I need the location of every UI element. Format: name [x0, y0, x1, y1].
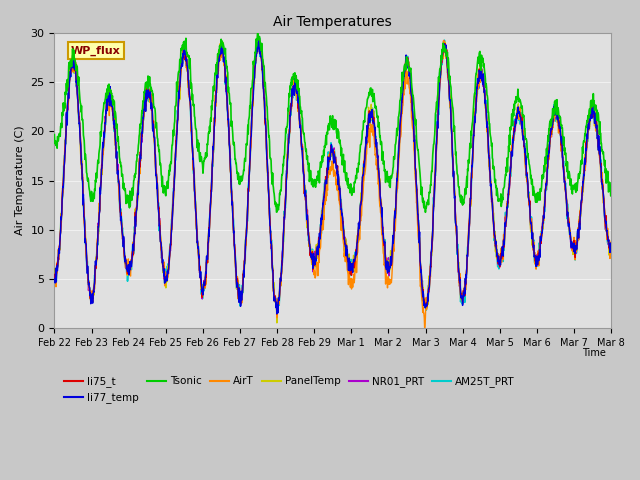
PanelTemp: [440, 38, 447, 44]
Line: PanelTemp: PanelTemp: [54, 41, 611, 323]
li75_t: [237, 300, 244, 306]
Tsonic: [493, 192, 500, 198]
NR01_PRT: [542, 184, 550, 190]
Line: Tsonic: Tsonic: [54, 33, 611, 212]
AM25T_PRT: [174, 103, 182, 109]
PanelTemp: [607, 247, 615, 253]
Tsonic: [420, 201, 428, 207]
AirT: [440, 37, 447, 43]
NR01_PRT: [51, 270, 58, 276]
AirT: [237, 296, 244, 301]
NR01_PRT: [273, 314, 281, 320]
Tsonic: [51, 132, 58, 137]
NR01_PRT: [493, 250, 500, 255]
li77_temp: [607, 246, 615, 252]
Tsonic: [254, 30, 262, 36]
Title: Air Temperatures: Air Temperatures: [273, 15, 392, 29]
li75_t: [542, 186, 550, 192]
PanelTemp: [237, 297, 244, 302]
NR01_PRT: [174, 100, 182, 106]
PanelTemp: [161, 276, 168, 282]
li77_temp: [420, 303, 428, 309]
AM25T_PRT: [420, 298, 428, 304]
NR01_PRT: [161, 274, 168, 280]
Line: AM25T_PRT: AM25T_PRT: [54, 38, 611, 314]
AM25T_PRT: [255, 35, 263, 41]
li75_t: [420, 297, 428, 302]
li77_temp: [255, 37, 262, 43]
NR01_PRT: [607, 240, 615, 246]
AirT: [174, 107, 182, 112]
li75_t: [51, 272, 58, 277]
AM25T_PRT: [542, 186, 550, 192]
li77_temp: [237, 303, 244, 309]
Legend: li75_t, li77_temp, Tsonic, AirT, PanelTemp, NR01_PRT, AM25T_PRT: li75_t, li77_temp, Tsonic, AirT, PanelTe…: [60, 372, 519, 408]
AM25T_PRT: [273, 312, 281, 317]
NR01_PRT: [255, 35, 262, 40]
Tsonic: [607, 191, 615, 197]
Line: NR01_PRT: NR01_PRT: [54, 37, 611, 317]
Tsonic: [422, 209, 429, 215]
Tsonic: [237, 174, 244, 180]
PanelTemp: [493, 255, 500, 261]
AM25T_PRT: [237, 302, 244, 308]
AM25T_PRT: [161, 280, 168, 286]
li75_t: [273, 311, 281, 317]
AirT: [51, 276, 58, 282]
AirT: [542, 187, 550, 192]
AM25T_PRT: [493, 254, 500, 260]
X-axis label: Time: Time: [582, 348, 606, 358]
NR01_PRT: [420, 298, 428, 303]
Text: WP_flux: WP_flux: [71, 46, 121, 56]
li77_temp: [542, 184, 550, 190]
AirT: [419, 304, 427, 310]
Tsonic: [542, 161, 550, 167]
li77_temp: [174, 107, 182, 112]
li75_t: [255, 36, 263, 42]
li77_temp: [493, 247, 500, 252]
PanelTemp: [542, 183, 550, 189]
AirT: [607, 244, 615, 250]
PanelTemp: [273, 320, 281, 326]
Tsonic: [174, 71, 182, 77]
Tsonic: [161, 187, 168, 193]
AM25T_PRT: [51, 275, 58, 280]
Y-axis label: Air Temperature (C): Air Temperature (C): [15, 126, 25, 236]
Line: li77_temp: li77_temp: [54, 40, 611, 314]
NR01_PRT: [237, 296, 244, 302]
li77_temp: [51, 276, 58, 282]
AM25T_PRT: [607, 246, 615, 252]
li75_t: [607, 243, 615, 249]
AirT: [161, 283, 168, 288]
AirT: [421, 325, 429, 331]
li75_t: [174, 106, 182, 111]
li77_temp: [273, 311, 281, 317]
Line: li75_t: li75_t: [54, 39, 611, 314]
li77_temp: [161, 280, 168, 286]
PanelTemp: [420, 294, 428, 300]
AirT: [493, 242, 500, 248]
PanelTemp: [174, 106, 182, 112]
li75_t: [161, 279, 168, 285]
PanelTemp: [51, 273, 58, 279]
li75_t: [493, 249, 500, 255]
Line: AirT: AirT: [54, 40, 611, 328]
